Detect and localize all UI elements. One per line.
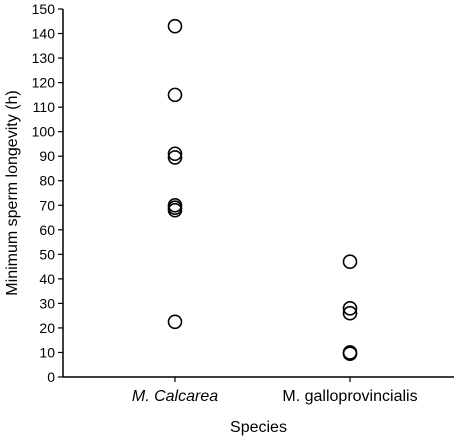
y-tick-label: 0 (47, 369, 55, 385)
y-tick-label: 60 (39, 222, 55, 238)
data-point (342, 254, 358, 269)
x-category-label: M. Calcarea (132, 388, 218, 405)
y-axis-title: Minimum sperm longevity (h) (4, 90, 21, 295)
axes (62, 9, 454, 378)
y-tick-label: 30 (39, 295, 55, 311)
y-tick-label: 20 (39, 320, 55, 336)
y-tick-label: 80 (39, 173, 55, 189)
x-axis-title: Species (230, 419, 287, 436)
y-tick-label: 140 (32, 26, 56, 42)
data-point (167, 146, 183, 162)
data-point (167, 314, 183, 330)
data-point (167, 150, 183, 165)
y-tick-label: 90 (39, 148, 55, 164)
y-tick-label: 40 (39, 271, 55, 287)
x-category-label: M. galloprovincialis (282, 388, 417, 405)
data-point (342, 305, 358, 321)
x-ticks: M. Calcarea M. galloprovincialis (132, 377, 418, 405)
y-tick-label: 100 (32, 124, 56, 140)
data-point (342, 301, 358, 316)
y-tick-label: 150 (32, 1, 56, 17)
y-tick-label: 110 (33, 99, 56, 115)
y-tick-label: 130 (32, 50, 56, 66)
data-points (167, 18, 358, 361)
data-point (167, 202, 183, 218)
y-tick-label: 70 (39, 197, 55, 213)
data-point (167, 87, 183, 103)
y-tick-label: 10 (39, 344, 55, 360)
y-tick-label: 50 (39, 246, 55, 262)
y-ticks: 0 10 20 30 40 50 60 70 80 90 100 110 120 130 140 150 (32, 1, 63, 385)
y-tick-label: 120 (32, 75, 56, 91)
data-point (342, 346, 358, 361)
data-point (167, 18, 183, 34)
